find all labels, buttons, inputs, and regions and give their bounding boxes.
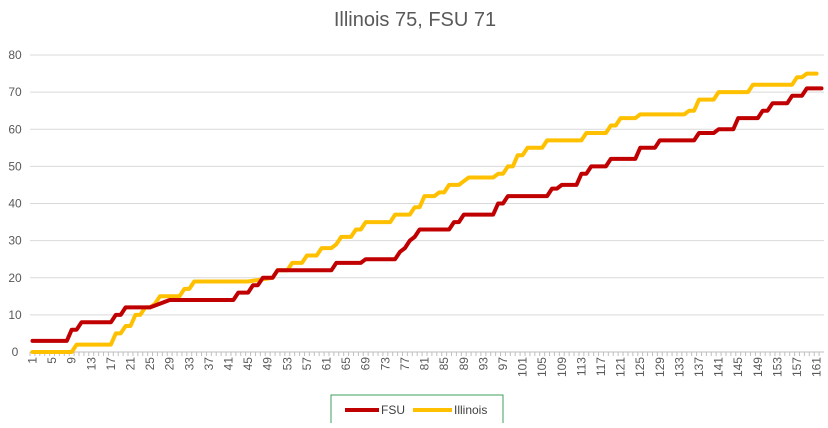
x-tick-label: 133 [672,357,686,377]
x-tick-label: 117 [594,357,608,376]
x-tick-label: 45 [241,357,255,371]
y-tick-label: 60 [8,122,22,136]
y-tick-label: 20 [8,271,22,285]
x-tick-label: 73 [378,357,392,371]
x-tick-label: 109 [555,357,569,377]
x-tick-label: 161 [810,357,824,377]
x-tick-label: 137 [692,357,706,377]
y-tick-label: 40 [8,197,22,211]
y-tick-label: 50 [8,159,22,173]
x-tick-label: 153 [770,357,784,377]
x-tick-label: 5 [45,357,59,364]
x-tick-label: 57 [300,357,314,371]
x-tick-label: 101 [516,357,530,377]
x-tick-label: 141 [712,357,726,377]
x-tick-label: 85 [437,357,451,371]
x-tick-label: 13 [84,357,98,371]
x-tick-label: 9 [65,357,79,364]
x-tick-label: 89 [457,357,471,371]
x-tick-label: 49 [261,357,275,371]
legend-label-fsu: FSU [381,403,405,417]
x-tick-label: 69 [359,357,373,371]
series-line-fsu [30,86,824,343]
x-tick-label: 77 [398,357,412,371]
x-tick-label: 93 [476,357,490,371]
x-tick-label: 21 [123,357,137,371]
x-tick-label: 149 [751,357,765,377]
x-tick-label: 29 [163,357,177,371]
x-tick-label: 105 [535,357,549,377]
series-lines [30,71,824,354]
x-tick-label: 33 [182,357,196,371]
x-tick-label: 53 [280,357,294,371]
legend-label-illinois: Illinois [454,403,487,417]
y-tick-label: 70 [8,85,22,99]
x-tick-label: 157 [790,357,804,377]
legend: FSU Illinois [330,394,504,426]
x-tick-label: 1 [25,357,39,364]
series-line-illinois [30,71,819,354]
x-tick-label: 25 [143,357,157,371]
x-tick-label: 121 [614,357,628,377]
x-tick-label: 61 [320,357,334,371]
y-tick-label: 10 [8,308,22,322]
x-tick-label: 37 [202,357,216,371]
x-axis: 1 5 9 13 17 21 25 29 33 37 41 45 49 53 57 61 65 69 73 77 81 8… [25,352,824,377]
y-axis: 0 10 20 30 40 50 60 70 80 [8,48,22,359]
y-tick-label: 80 [8,48,22,62]
x-tick-label: 81 [418,357,432,371]
x-tick-label: 97 [496,357,510,371]
x-tick-label: 41 [222,357,236,371]
x-tick-label: 113 [574,357,588,376]
y-tick-label: 30 [8,234,22,248]
x-tick-label: 125 [633,357,647,377]
x-tick-label: 129 [653,357,667,377]
y-tick-label: 0 [12,345,19,359]
chart-title: Illinois 75, FSU 71 [334,9,496,31]
x-tick-label: 65 [339,357,353,371]
x-tick-label: 17 [104,357,118,371]
x-tick-label: 145 [731,357,745,377]
